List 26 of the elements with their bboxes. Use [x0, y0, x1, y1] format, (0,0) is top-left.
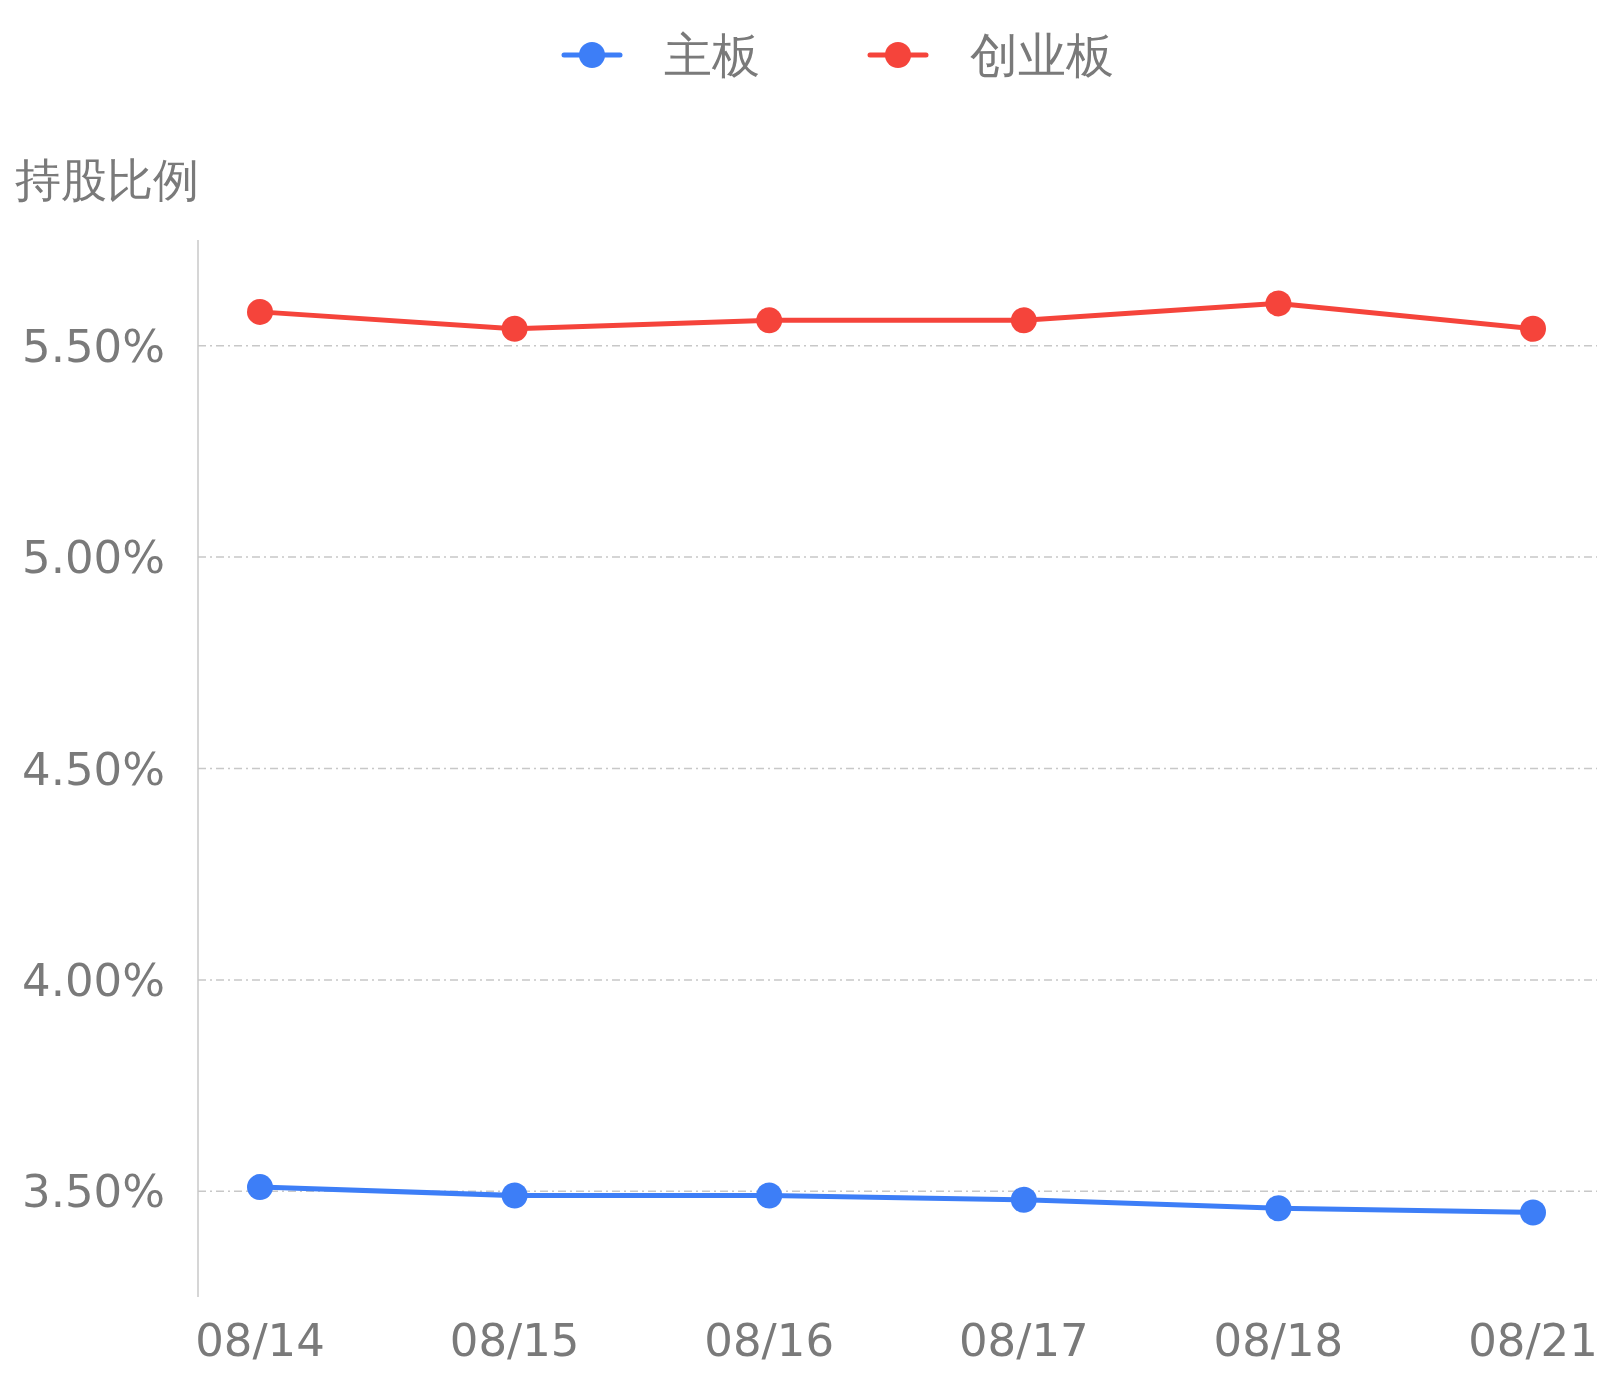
point: [1010, 1186, 1037, 1213]
point: [501, 1182, 528, 1209]
legend-label: 创业板: [970, 27, 1114, 83]
y-tick-label: 5.50%: [22, 319, 165, 373]
point: [1520, 1199, 1546, 1226]
x-tick-label: 08/17: [958, 1314, 1089, 1367]
y-tick-label: 5.00%: [22, 531, 165, 585]
y-tick-label: 4.00%: [22, 953, 165, 1007]
y-axis-title: 持股比例: [15, 153, 199, 207]
x-tick-label: 08/16: [704, 1314, 835, 1367]
point: [501, 315, 528, 342]
x-tick-label: 08/18: [1213, 1314, 1344, 1367]
point: [1010, 307, 1037, 334]
point: [1265, 1195, 1292, 1222]
point: [756, 307, 783, 334]
y-tick-label: 4.50%: [22, 742, 165, 796]
point: [247, 1174, 273, 1201]
point: [1520, 315, 1546, 342]
x-tick-label: 08/15: [449, 1314, 580, 1367]
point: [756, 1182, 783, 1209]
legend-label: 主板: [664, 27, 760, 83]
x-tick-label: 08/21: [1468, 1314, 1598, 1367]
point: [247, 298, 273, 325]
y-tick-label: 3.50%: [22, 1165, 165, 1219]
x-tick-label: 08/14: [195, 1314, 325, 1367]
point: [1265, 290, 1292, 317]
